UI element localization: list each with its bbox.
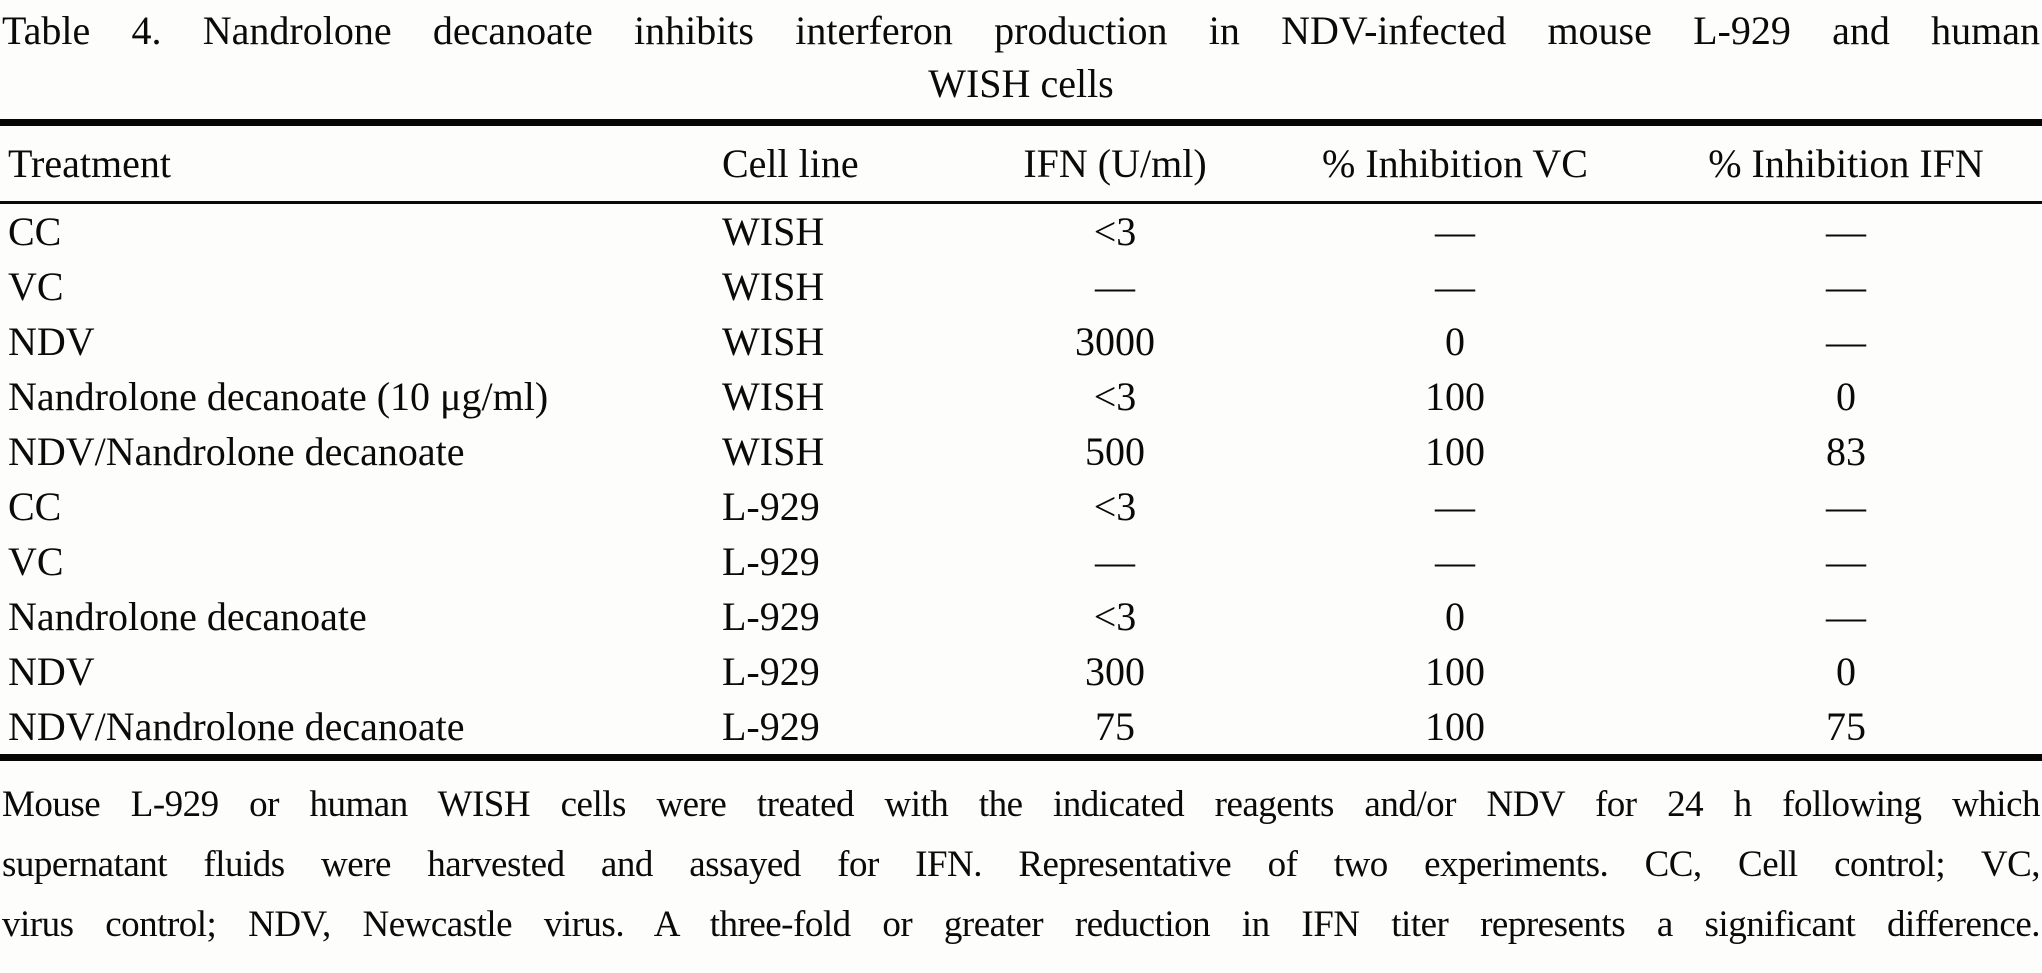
cell-ifn: <3 bbox=[1093, 594, 1137, 639]
table-row: VC L-929 — — — bbox=[0, 534, 2042, 589]
cell-treatment: Nandrolone decanoate bbox=[8, 594, 367, 639]
cell-inhibition-ifn: — bbox=[1826, 264, 1866, 309]
cell-inhibition-ifn: 83 bbox=[1826, 429, 1866, 474]
cell-inhibition-vc: 100 bbox=[1425, 704, 1485, 749]
cell-inhibition-ifn: — bbox=[1826, 209, 1866, 254]
cell-treatment: NDV bbox=[8, 649, 95, 694]
cell-cell-line: L-929 bbox=[722, 539, 820, 584]
cell-inhibition-vc: 100 bbox=[1425, 374, 1485, 419]
table-row: CC WISH <3 — — bbox=[0, 203, 2042, 260]
table-header-row: Treatment Cell line IFN (U/ml) % Inhibit… bbox=[0, 126, 2042, 204]
column-header-treatment: Treatment bbox=[0, 126, 700, 204]
cell-ifn: 500 bbox=[1085, 429, 1145, 474]
cell-inhibition-vc: — bbox=[1435, 539, 1475, 584]
cell-inhibition-ifn: — bbox=[1826, 539, 1866, 584]
table-row: NDV/Nandrolone decanoate L-929 75 100 75 bbox=[0, 699, 2042, 754]
cell-cell-line: L-929 bbox=[722, 704, 820, 749]
cell-ifn: — bbox=[1095, 539, 1135, 584]
table-title: Table 4. Nandrolone decanoate inhibits i… bbox=[0, 4, 2042, 110]
footnote-line-2: supernatant fluids were harvested and as… bbox=[2, 844, 2041, 885]
cell-treatment: Nandrolone decanoate (10 μg/ml) bbox=[8, 374, 549, 419]
cell-inhibition-vc: 0 bbox=[1445, 319, 1465, 364]
cell-cell-line: L-929 bbox=[722, 649, 820, 694]
cell-ifn: 75 bbox=[1095, 704, 1135, 749]
cell-ifn: 3000 bbox=[1075, 319, 1155, 364]
table-row: CC L-929 <3 — — bbox=[0, 479, 2042, 534]
cell-inhibition-vc: 100 bbox=[1425, 649, 1485, 694]
cell-cell-line: L-929 bbox=[722, 594, 820, 639]
table-title-line-1: Table 4. Nandrolone decanoate inhibits i… bbox=[2, 8, 2040, 53]
cell-treatment: CC bbox=[8, 484, 62, 529]
cell-inhibition-vc: 0 bbox=[1445, 594, 1465, 639]
cell-treatment: NDV/Nandrolone decanoate bbox=[8, 429, 465, 474]
cell-inhibition-vc: — bbox=[1435, 264, 1475, 309]
cell-inhibition-ifn: 0 bbox=[1836, 374, 1856, 419]
cell-inhibition-vc: — bbox=[1435, 209, 1475, 254]
cell-inhibition-ifn: 0 bbox=[1836, 649, 1856, 694]
data-table: Treatment Cell line IFN (U/ml) % Inhibit… bbox=[0, 126, 2042, 754]
cell-inhibition-vc: 100 bbox=[1425, 429, 1485, 474]
cell-ifn: <3 bbox=[1093, 484, 1137, 529]
table-footnote: Mouse L-929 or human WISH cells were tre… bbox=[0, 775, 2042, 955]
column-header-inhibition-ifn: % Inhibition IFN bbox=[1650, 126, 2042, 204]
cell-inhibition-ifn: — bbox=[1826, 484, 1866, 529]
cell-cell-line: WISH bbox=[722, 374, 825, 419]
cell-ifn: 300 bbox=[1085, 649, 1145, 694]
cell-treatment: VC bbox=[8, 539, 64, 584]
table-row: Nandrolone decanoate L-929 <3 0 — bbox=[0, 589, 2042, 644]
bottom-rule bbox=[0, 754, 2042, 761]
cell-cell-line: WISH bbox=[722, 264, 825, 309]
footnote-line-1: Mouse L-929 or human WISH cells were tre… bbox=[2, 784, 2041, 825]
cell-ifn: <3 bbox=[1093, 374, 1137, 419]
column-header-ifn: IFN (U/ml) bbox=[970, 126, 1260, 204]
top-rule bbox=[0, 119, 2042, 126]
column-header-cell-line: Cell line bbox=[700, 126, 970, 204]
cell-cell-line: WISH bbox=[722, 209, 825, 254]
cell-cell-line: WISH bbox=[722, 319, 825, 364]
table-row: Nandrolone decanoate (10 μg/ml) WISH <3 … bbox=[0, 369, 2042, 424]
cell-treatment: CC bbox=[8, 209, 62, 254]
table-row: NDV WISH 3000 0 — bbox=[0, 314, 2042, 369]
table-row: VC WISH — — — bbox=[0, 259, 2042, 314]
cell-inhibition-ifn: — bbox=[1826, 319, 1866, 364]
cell-treatment: VC bbox=[8, 264, 64, 309]
table-row: NDV/Nandrolone decanoate WISH 500 100 83 bbox=[0, 424, 2042, 479]
cell-treatment: NDV/Nandrolone decanoate bbox=[8, 704, 465, 749]
table-row: NDV L-929 300 100 0 bbox=[0, 644, 2042, 699]
cell-inhibition-vc: — bbox=[1435, 484, 1475, 529]
footnote-line-3: virus control; NDV, Newcastle virus. A t… bbox=[2, 904, 2041, 945]
table-title-line-2: WISH cells bbox=[928, 61, 1114, 106]
cell-inhibition-ifn: — bbox=[1826, 594, 1866, 639]
cell-treatment: NDV bbox=[8, 319, 95, 364]
cell-inhibition-ifn: 75 bbox=[1826, 704, 1866, 749]
cell-ifn: — bbox=[1095, 264, 1135, 309]
cell-cell-line: WISH bbox=[722, 429, 825, 474]
column-header-inhibition-vc: % Inhibition VC bbox=[1260, 126, 1650, 204]
cell-cell-line: L-929 bbox=[722, 484, 820, 529]
cell-ifn: <3 bbox=[1093, 209, 1137, 254]
